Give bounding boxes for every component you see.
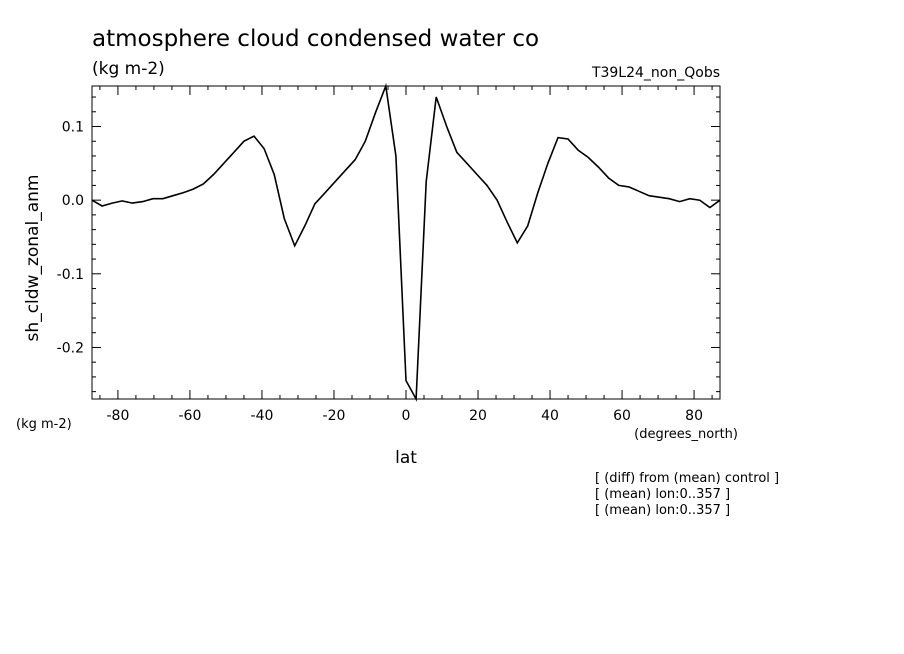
y-tick-label: 0.0 — [62, 193, 84, 209]
y-axis-units: (kg m-2) — [16, 417, 72, 432]
x-tick-label: 60 — [613, 408, 631, 424]
y-tick-labels: -0.2 -0.1 0.0 0.1 — [57, 120, 84, 357]
chart-subtitle: (kg m-2) — [92, 59, 165, 79]
x-tick-label: -40 — [251, 408, 274, 424]
y-tick-label: -0.2 — [57, 340, 84, 356]
x-tick-labels: -80 -60 -40 -20 0 20 40 60 80 — [106, 408, 702, 424]
chart-title: atmosphere cloud condensed water co — [92, 26, 539, 52]
y-tick-label: 0.1 — [62, 120, 84, 136]
series-line — [91, 82, 721, 402]
y-tick-label: -0.1 — [57, 267, 84, 283]
x-tick-label: -20 — [323, 408, 346, 424]
x-tick-label: -60 — [179, 408, 202, 424]
plot-frame — [91, 85, 721, 400]
x-axis-units: (degrees_north) — [634, 427, 738, 442]
x-tick-label: 0 — [402, 408, 411, 424]
x-tick-label: -80 — [106, 408, 129, 424]
x-tick-label: 20 — [469, 408, 487, 424]
run-label: T39L24_non_Qobs — [591, 65, 720, 81]
x-tick-label: 80 — [685, 408, 703, 424]
note-line-2: [ (mean) lon:0..357 ] — [595, 487, 730, 502]
note-line-3: [ (mean) lon:0..357 ] — [595, 503, 730, 518]
axis-ticks — [92, 86, 720, 399]
x-axis-label: lat — [395, 448, 417, 468]
note-line-1: [ (diff) from (mean) control ] — [595, 471, 779, 486]
y-axis-label: sh_cldw_zonal_anm — [23, 175, 43, 342]
x-tick-label: 40 — [541, 408, 559, 424]
